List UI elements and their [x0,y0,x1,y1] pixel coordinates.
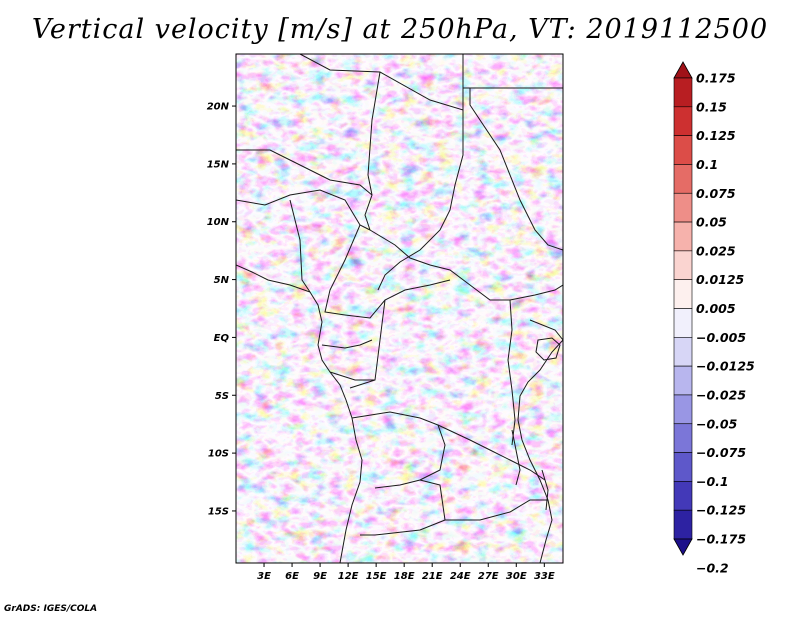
lat-tick-label: 10S [208,449,229,460]
colorbar-label: 0.125 [696,128,736,143]
colorbar-swatch [673,365,693,396]
lat-tick-label: 15N [207,159,230,170]
colorbar-label: −0.05 [696,416,738,431]
colorbar-swatch [673,192,693,223]
colorbar [673,61,693,556]
colorbar-swatch [673,61,693,79]
colorbar-label: 0.005 [696,301,736,316]
lon-tick-label: 33E [534,571,555,582]
colorbar-label: 0.15 [696,99,727,114]
country-borders [236,54,563,563]
colorbar-swatch [673,481,693,511]
lat-tick-label: EQ [214,333,230,344]
colorbar-label: −0.0125 [696,359,755,374]
lon-tick-label: 9E [313,571,327,582]
lon-tick-label: 12E [338,571,359,582]
colorbar-label: 0.1 [696,157,718,172]
colorbar-swatch [673,135,693,165]
colorbar-swatch [673,509,693,540]
colorbar-label: 0.0125 [696,272,745,287]
grads-credit: GrADS: IGES/COLA [4,604,98,614]
lon-tick-label: 24E [450,571,471,582]
latitude-axis: 20N 15N 10N 5N EQ 5S 10S 15S [207,102,236,517]
colorbar-label: −0.1 [696,474,729,489]
lon-tick-label: 18E [394,571,415,582]
lon-tick-label: 6E [285,571,299,582]
colorbar-swatch [673,106,693,136]
lon-tick-label: 21E [422,571,443,582]
lon-tick-label: 15E [366,571,387,582]
colorbar-label: 0.025 [696,243,736,258]
colorbar-swatch [673,337,693,367]
lat-tick-label: 5S [215,391,229,402]
colorbar-label: −0.2 [696,560,729,575]
lat-tick-label: 15S [208,506,229,517]
velocity-field [236,54,563,563]
lat-tick-label: 10N [207,217,230,228]
colorbar-label: −0.025 [696,387,746,402]
colorbar-label: 0.175 [696,71,736,86]
lon-tick-label: 27E [478,571,499,582]
colorbar-labels: 0.175 0.15 0.125 0.1 0.075 0.05 0.025 0.0125 0.0… [696,71,755,576]
colorbar-label: −0.125 [696,503,746,518]
map-frame [235,53,564,564]
colorbar-swatch [673,538,693,556]
longitude-axis: 3E 6E 9E 12E 15E 18E 21E 24E 27E 30E 33E [257,563,555,582]
colorbar-label: −0.175 [696,532,746,547]
colorbar-swatch [673,77,693,108]
map-title: Vertical velocity [m/s] at 250hPa, VT: 2… [31,14,769,45]
lon-tick-label: 3E [257,571,271,582]
colorbar-swatch [673,164,693,194]
colorbar-swatch [673,394,693,425]
colorbar-swatch [673,250,693,280]
colorbar-swatch [673,423,693,453]
lakes [511,337,561,511]
colorbar-swatch [673,452,693,482]
lat-tick-label: 5N [214,275,230,286]
colorbar-label: −0.075 [696,445,746,460]
lat-tick-label: 20N [207,102,230,113]
colorbar-label: 0.075 [696,186,736,201]
colorbar-swatch [673,279,693,309]
colorbar-label: 0.05 [696,215,727,230]
colorbar-label: −0.005 [696,330,746,345]
lon-tick-label: 30E [506,571,527,582]
colorbar-swatch [673,308,693,338]
colorbar-swatch [673,221,693,252]
